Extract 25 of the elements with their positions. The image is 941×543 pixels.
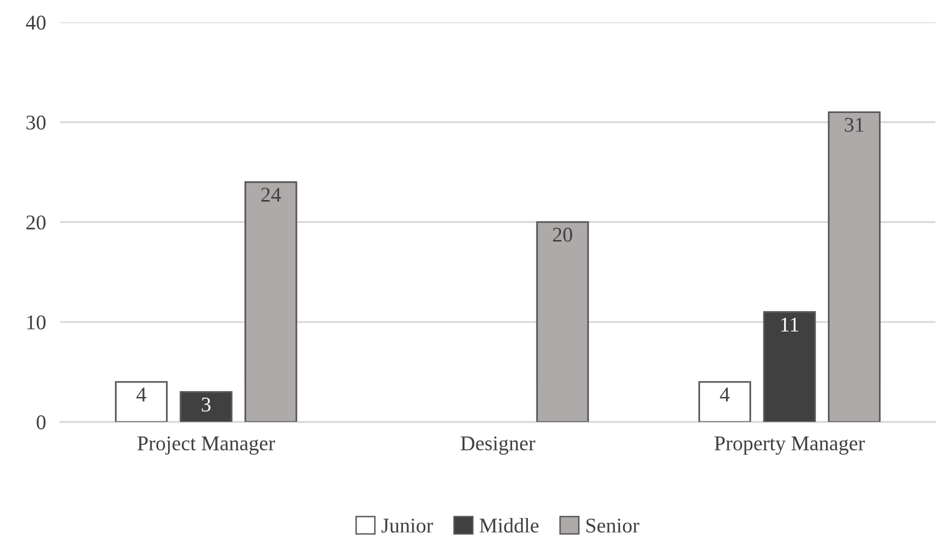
y-tick-label: 0 xyxy=(36,415,46,430)
y-tick-label: 40 xyxy=(26,16,46,30)
y-tick-label: 30 xyxy=(26,116,46,130)
legend-label: Junior xyxy=(382,518,434,533)
legend-label: Senior xyxy=(586,518,640,533)
data-label: 20 xyxy=(553,228,572,242)
bar xyxy=(536,221,589,422)
y-tick-label: 20 xyxy=(26,215,46,230)
bar xyxy=(828,111,881,422)
legend-label: Middle xyxy=(480,518,539,533)
x-tick-label: Property Manager xyxy=(714,436,865,455)
data-label: 31 xyxy=(844,118,864,132)
bar xyxy=(244,181,298,422)
data-label: 4 xyxy=(720,388,730,402)
bar xyxy=(180,391,232,422)
y-tick-label: 10 xyxy=(27,315,46,330)
data-label: 11 xyxy=(781,318,798,332)
bar xyxy=(763,311,816,422)
data-label: 3 xyxy=(202,398,210,412)
x-tick-label: Project Manager xyxy=(138,436,276,455)
x-tick-label: Designer xyxy=(460,436,536,455)
bar xyxy=(114,381,168,422)
bar xyxy=(698,381,752,422)
data-label: 4 xyxy=(136,388,146,402)
data-label: 24 xyxy=(261,188,281,202)
